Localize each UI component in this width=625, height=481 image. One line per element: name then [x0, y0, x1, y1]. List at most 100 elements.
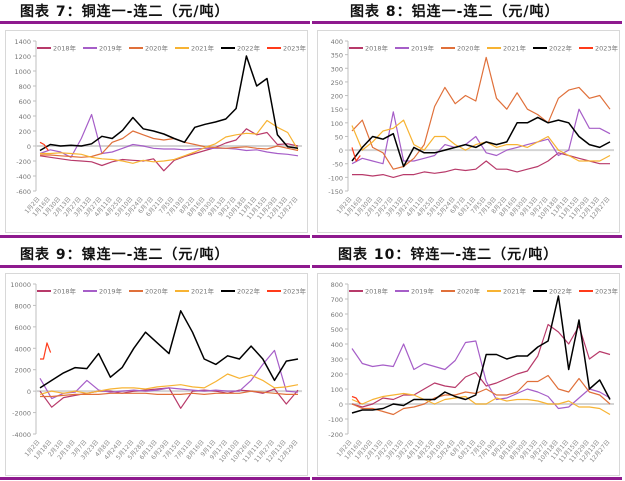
y-tick-label: 400 — [331, 38, 343, 46]
legend-label: 2019年 — [411, 44, 435, 53]
y-tick-label: 200 — [19, 128, 31, 136]
legend-label: 2023年 — [595, 44, 619, 53]
bottom-divider — [0, 235, 310, 238]
series-line-2022 — [39, 310, 299, 389]
series-line-2023 — [351, 395, 361, 405]
y-tick-label: -2000 — [12, 410, 31, 418]
series-line-2022 — [351, 116, 611, 168]
y-tick-label: -400 — [16, 173, 31, 181]
series-line-2021 — [40, 119, 299, 164]
y-tick-label: 0 — [339, 147, 343, 155]
title-divider — [312, 21, 622, 24]
legend-label: 2018年 — [53, 287, 77, 296]
chart-panel-zinc: 图表 10：锌连一-连二（元/吨） -200 -100 0 100 200 300 400 5… — [312, 241, 624, 481]
chart-frame: -4000 -2000 0 2000 4000 6000 8000 10000 1月2日 1月18… — [5, 273, 308, 476]
y-tick-label: -50 — [332, 161, 343, 169]
series-line-2023 — [39, 141, 49, 151]
y-tick-label: 50 — [335, 133, 343, 141]
y-tick-label: 500 — [331, 326, 343, 334]
chart-svg: -200-10001002003004005006007008001月2日1月1… — [328, 281, 619, 464]
series-line-2021 — [351, 119, 611, 162]
y-tick-label: 300 — [331, 356, 343, 364]
legend-label: 2020年 — [457, 44, 481, 53]
series-line-2018 — [351, 323, 611, 408]
series-line-2020 — [40, 390, 298, 398]
legend-label: 2021年 — [503, 44, 527, 53]
y-tick-label: -100 — [328, 174, 343, 182]
legend-label: 2022年 — [237, 44, 261, 53]
chart-svg: -150-100-500501001502002503003504001月2日1… — [328, 38, 619, 221]
y-tick-label: 700 — [331, 296, 343, 304]
series-line-2019 — [39, 349, 299, 400]
y-tick-label: -4000 — [12, 431, 31, 439]
chart-frame: -200 -100 0 100 200 300 400 500 600 700 800 1月2日 1月1… — [317, 273, 620, 476]
legend-label: 2022年 — [549, 287, 573, 296]
y-tick-label: 8000 — [14, 302, 31, 310]
y-tick-label: 6000 — [14, 324, 31, 332]
y-tick-label: 200 — [331, 371, 343, 379]
legend-label: 2020年 — [457, 287, 481, 296]
title-divider — [0, 265, 310, 268]
legend-label: 2018年 — [365, 287, 389, 296]
y-tick-label: 4000 — [14, 345, 31, 353]
y-tick-label: 800 — [331, 281, 343, 289]
series-line-2023 — [351, 147, 361, 162]
y-tick-label: 250 — [331, 79, 343, 87]
series-line-2020 — [351, 56, 611, 170]
legend-label: 2018年 — [53, 44, 77, 53]
chart-panel-copper: 图表 7：铜连一-连二（元/吨） -600 -400 -200 0 200 400 600 8… — [0, 0, 312, 240]
legend-label: 2021年 — [503, 287, 527, 296]
legend-label: 2019年 — [99, 44, 123, 53]
legend-label: 2019年 — [99, 287, 123, 296]
y-tick-label: 0 — [27, 143, 31, 151]
chart-frame: -600 -400 -200 0 200 400 600 800 1000 1200 1400 1月2… — [5, 30, 308, 233]
series-line-2023 — [40, 342, 52, 360]
y-tick-label: 100 — [331, 120, 343, 128]
y-tick-label: 1400 — [14, 38, 31, 46]
legend-label: 2022年 — [549, 44, 573, 53]
legend-label: 2021年 — [191, 287, 215, 296]
bottom-divider — [0, 477, 310, 480]
y-tick-label: 800 — [19, 83, 31, 91]
y-tick-label: 0 — [339, 401, 343, 409]
series-line-2021 — [351, 392, 611, 416]
series-line-2021 — [39, 373, 299, 395]
chart-title: 图表 9：镍连一-连二（元/吨） — [20, 247, 230, 263]
y-tick-label: -150 — [328, 188, 343, 196]
y-tick-label: 350 — [331, 52, 343, 60]
legend-label: 2020年 — [145, 44, 169, 53]
legend-label: 2019年 — [411, 287, 435, 296]
chart-panel-aluminum: 图表 8：铝连一-连二（元/吨） -150 -100 -50 0 50 100 150 200… — [312, 0, 624, 240]
title-divider — [312, 265, 622, 268]
chart-svg: -600-400-20002004006008001000120014001月2… — [14, 38, 307, 221]
chart-panel-nickel: 图表 9：镍连一-连二（元/吨） -4000 -2000 0 2000 4000 6000… — [0, 241, 312, 481]
series-line-2020 — [40, 130, 299, 158]
legend-label: 2021年 — [191, 44, 215, 53]
series-line-2020 — [351, 374, 611, 416]
series-line-2019 — [351, 108, 611, 165]
y-tick-label: 150 — [331, 106, 343, 114]
legend-label: 2018年 — [365, 44, 389, 53]
title-divider — [0, 21, 310, 24]
legend-label: 2023年 — [595, 287, 619, 296]
y-tick-label: 600 — [331, 311, 343, 319]
y-tick-label: 0 — [27, 388, 31, 396]
legend-label: 2023年 — [283, 44, 307, 53]
y-tick-label: 200 — [331, 93, 343, 101]
series-line-2022 — [39, 55, 299, 152]
y-tick-label: 2000 — [14, 367, 31, 375]
legend-label: 2020年 — [145, 287, 169, 296]
legend-label: 2022年 — [237, 287, 261, 296]
y-tick-label: 600 — [19, 98, 31, 106]
bottom-divider — [312, 477, 622, 480]
y-tick-label: 1200 — [14, 53, 31, 61]
chart-title: 图表 7：铜连一-连二（元/吨） — [20, 4, 230, 20]
y-tick-label: -200 — [16, 158, 31, 166]
chart-title: 图表 10：锌连一-连二（元/吨） — [338, 247, 559, 263]
y-tick-label: 300 — [331, 65, 343, 73]
series-line-2022 — [351, 295, 611, 414]
y-tick-label: -200 — [328, 431, 343, 439]
series-line-2019 — [39, 113, 299, 158]
y-tick-label: 10000 — [10, 281, 31, 289]
y-tick-label: 1000 — [14, 68, 31, 76]
